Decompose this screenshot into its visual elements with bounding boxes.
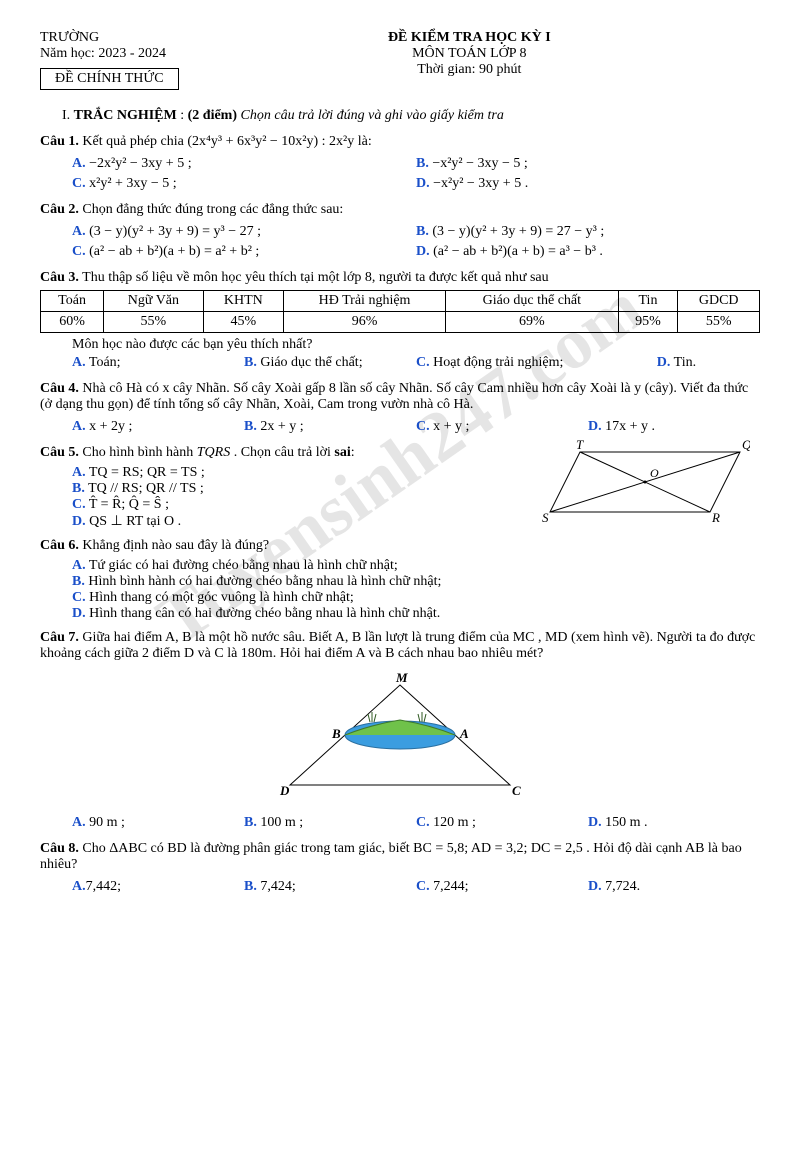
question-4: Câu 4. Nhà cô Hà có x cây Nhãn. Số cây X… — [40, 381, 760, 413]
q4-opt-d: D. 17x + y . — [588, 417, 760, 437]
svg-text:O: O — [650, 466, 659, 480]
q8-opt-c: C. 7,244; — [416, 877, 588, 897]
q3-opt-c: C. Hoạt động trải nghiệm; — [416, 353, 657, 373]
svg-text:S: S — [542, 510, 549, 525]
q5-figure: T Q R S O — [540, 437, 750, 527]
school-label: TRƯỜNG — [40, 30, 179, 46]
q2-opt-d: D. (a² − ab + b²)(a + b) = a³ − b³ . — [416, 242, 760, 262]
question-6: Câu 6. Khẳng định nào sau đây là đúng? — [40, 538, 760, 554]
question-7: Câu 7. Giữa hai điểm A, B là một hồ nước… — [40, 630, 760, 662]
q3-sub: Môn học nào được các bạn yêu thích nhất? — [72, 337, 760, 353]
q5-opt-c: C. T̂ = R̂; Q̂ = Ŝ ; — [72, 497, 540, 513]
q8-opt-a: A.7,442; — [72, 877, 244, 897]
school-year: Năm học: 2023 - 2024 — [40, 46, 179, 62]
q8-opt-d: D. 7,724. — [588, 877, 760, 897]
q3-opt-b: B. Giáo dục thể chất; — [244, 353, 416, 373]
q2-opt-c: C. (a² − ab + b²)(a + b) = a² + b² ; — [72, 242, 416, 262]
q6-opt-b: B. Hình bình hành có hai đường chéo bằng… — [72, 574, 760, 590]
q5-opt-d: D. QS ⊥ RT tại O . — [72, 513, 540, 530]
q3-opt-d: D. Tin. — [657, 353, 760, 373]
q3-opt-a: A. Toán; — [72, 353, 244, 373]
svg-text:R: R — [711, 510, 720, 525]
header: TRƯỜNG Năm học: 2023 - 2024 ĐỀ CHÍNH THỨ… — [40, 30, 760, 90]
q7-opt-c: C. 120 m ; — [416, 813, 588, 833]
q4-opt-a: A. x + 2y ; — [72, 417, 244, 437]
q7-figure: M B A D C — [270, 670, 530, 800]
question-1: Câu 1. Kết quả phép chia (2x⁴y³ + 6x³y² … — [40, 134, 760, 150]
q2-opt-a: A. (3 − y)(y² + 3y + 9) = y³ − 27 ; — [72, 222, 416, 242]
q5-opt-b: B. TQ // RS; QR // TS ; — [72, 481, 540, 497]
q1-opt-a: A. −2x²y² − 3xy + 5 ; — [72, 154, 416, 174]
q3-table: Toán Ngữ Văn KHTN HĐ Trải nghiệm Giáo dụ… — [40, 290, 760, 333]
official-label: ĐỀ CHÍNH THỨC — [40, 68, 179, 90]
q8-opt-b: B. 7,424; — [244, 877, 416, 897]
question-2: Câu 2. Chọn đẳng thức đúng trong các đẳn… — [40, 202, 760, 218]
svg-text:A: A — [459, 726, 469, 741]
section-title: I. TRẮC NGHIỆM : (2 điểm) Chọn câu trả l… — [62, 108, 760, 124]
question-5: Câu 5. Cho hình bình hành TQRS . Chọn câ… — [40, 445, 540, 461]
exam-subject: MÔN TOÁN LỚP 8 — [179, 46, 760, 62]
svg-text:T: T — [576, 437, 584, 452]
q7-opt-a: A. 90 m ; — [72, 813, 244, 833]
svg-text:C: C — [512, 783, 521, 798]
q4-opt-b: B. 2x + y ; — [244, 417, 416, 437]
question-3: Câu 3. Thu thập số liệu về môn học yêu t… — [40, 270, 760, 286]
svg-text:D: D — [279, 783, 290, 798]
svg-text:Q: Q — [742, 437, 750, 452]
q7-opt-b: B. 100 m ; — [244, 813, 416, 833]
q2-opt-b: B. (3 − y)(y² + 3y + 9) = 27 − y³ ; — [416, 222, 760, 242]
q1-opt-c: C. x²y² + 3xy − 5 ; — [72, 174, 416, 194]
q1-opt-b: B. −x²y² − 3xy − 5 ; — [416, 154, 760, 174]
svg-text:B: B — [331, 726, 341, 741]
q6-opt-a: A. Tứ giác có hai đường chéo bằng nhau l… — [72, 558, 760, 574]
question-8: Câu 8. Cho ΔABC có BD là đường phân giác… — [40, 841, 760, 873]
q6-opt-d: D. Hình thang cân có hai đường chéo bằng… — [72, 606, 760, 622]
q1-opt-d: D. −x²y² − 3xy + 5 . — [416, 174, 760, 194]
q6-opt-c: C. Hình thang có một góc vuông là hình c… — [72, 590, 760, 606]
q7-opt-d: D. 150 m . — [588, 813, 760, 833]
svg-text:M: M — [395, 670, 408, 685]
q4-opt-c: C. x + y ; — [416, 417, 588, 437]
q5-opt-a: A. TQ = RS; QR = TS ; — [72, 465, 540, 481]
exam-title: ĐỀ KIỂM TRA HỌC KỲ I — [179, 30, 760, 46]
exam-duration: Thời gian: 90 phút — [179, 62, 760, 78]
